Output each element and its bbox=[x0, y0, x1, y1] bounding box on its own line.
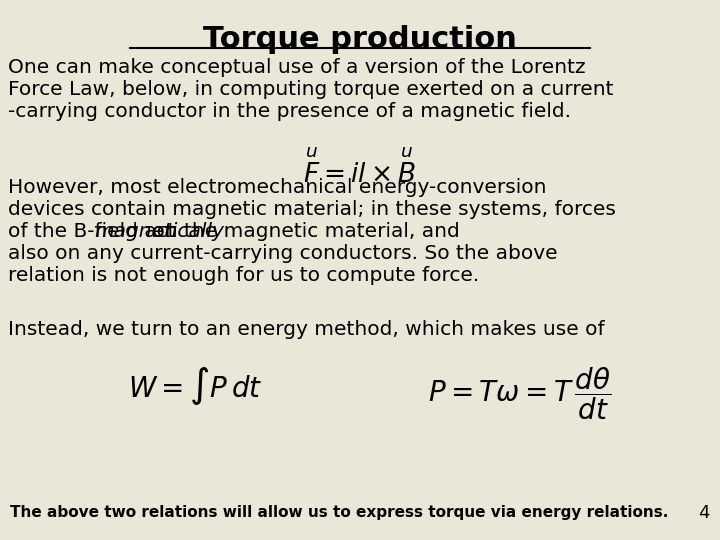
Text: $P = T\omega = T\,\dfrac{d\theta}{dt}$: $P = T\omega = T\,\dfrac{d\theta}{dt}$ bbox=[428, 365, 611, 422]
Text: -carrying conductor in the presence of a magnetic field.: -carrying conductor in the presence of a… bbox=[8, 102, 571, 121]
Text: 4: 4 bbox=[698, 504, 710, 522]
Text: on the magnetic material, and: on the magnetic material, and bbox=[145, 222, 459, 241]
Text: of the B-field act: of the B-field act bbox=[8, 222, 182, 241]
Text: Instead, we turn to an energy method, which makes use of: Instead, we turn to an energy method, wh… bbox=[8, 320, 605, 339]
Text: devices contain magnetic material; in these systems, forces: devices contain magnetic material; in th… bbox=[8, 200, 616, 219]
Text: relation is not enough for us to compute force.: relation is not enough for us to compute… bbox=[8, 266, 480, 285]
Text: $W = \int P\,dt$: $W = \int P\,dt$ bbox=[127, 365, 262, 407]
Text: One can make conceptual use of a version of the Lorentz: One can make conceptual use of a version… bbox=[8, 58, 585, 77]
Text: Torque production: Torque production bbox=[203, 25, 517, 54]
Text: also on any current-carrying conductors. So the above: also on any current-carrying conductors.… bbox=[8, 244, 557, 263]
Text: However, most electromechanical energy-conversion: However, most electromechanical energy-c… bbox=[8, 178, 546, 197]
Text: $\mathit{\overset{u}{F}} = i\mathit{l} \times \overset{u}{\mathit{B}}$: $\mathit{\overset{u}{F}} = i\mathit{l} \… bbox=[303, 150, 417, 190]
Text: The above two relations will allow us to express torque via energy relations.: The above two relations will allow us to… bbox=[10, 505, 668, 520]
Text: Force Law, below, in computing torque exerted on a current: Force Law, below, in computing torque ex… bbox=[8, 80, 613, 99]
Text: magnetically: magnetically bbox=[94, 222, 224, 241]
